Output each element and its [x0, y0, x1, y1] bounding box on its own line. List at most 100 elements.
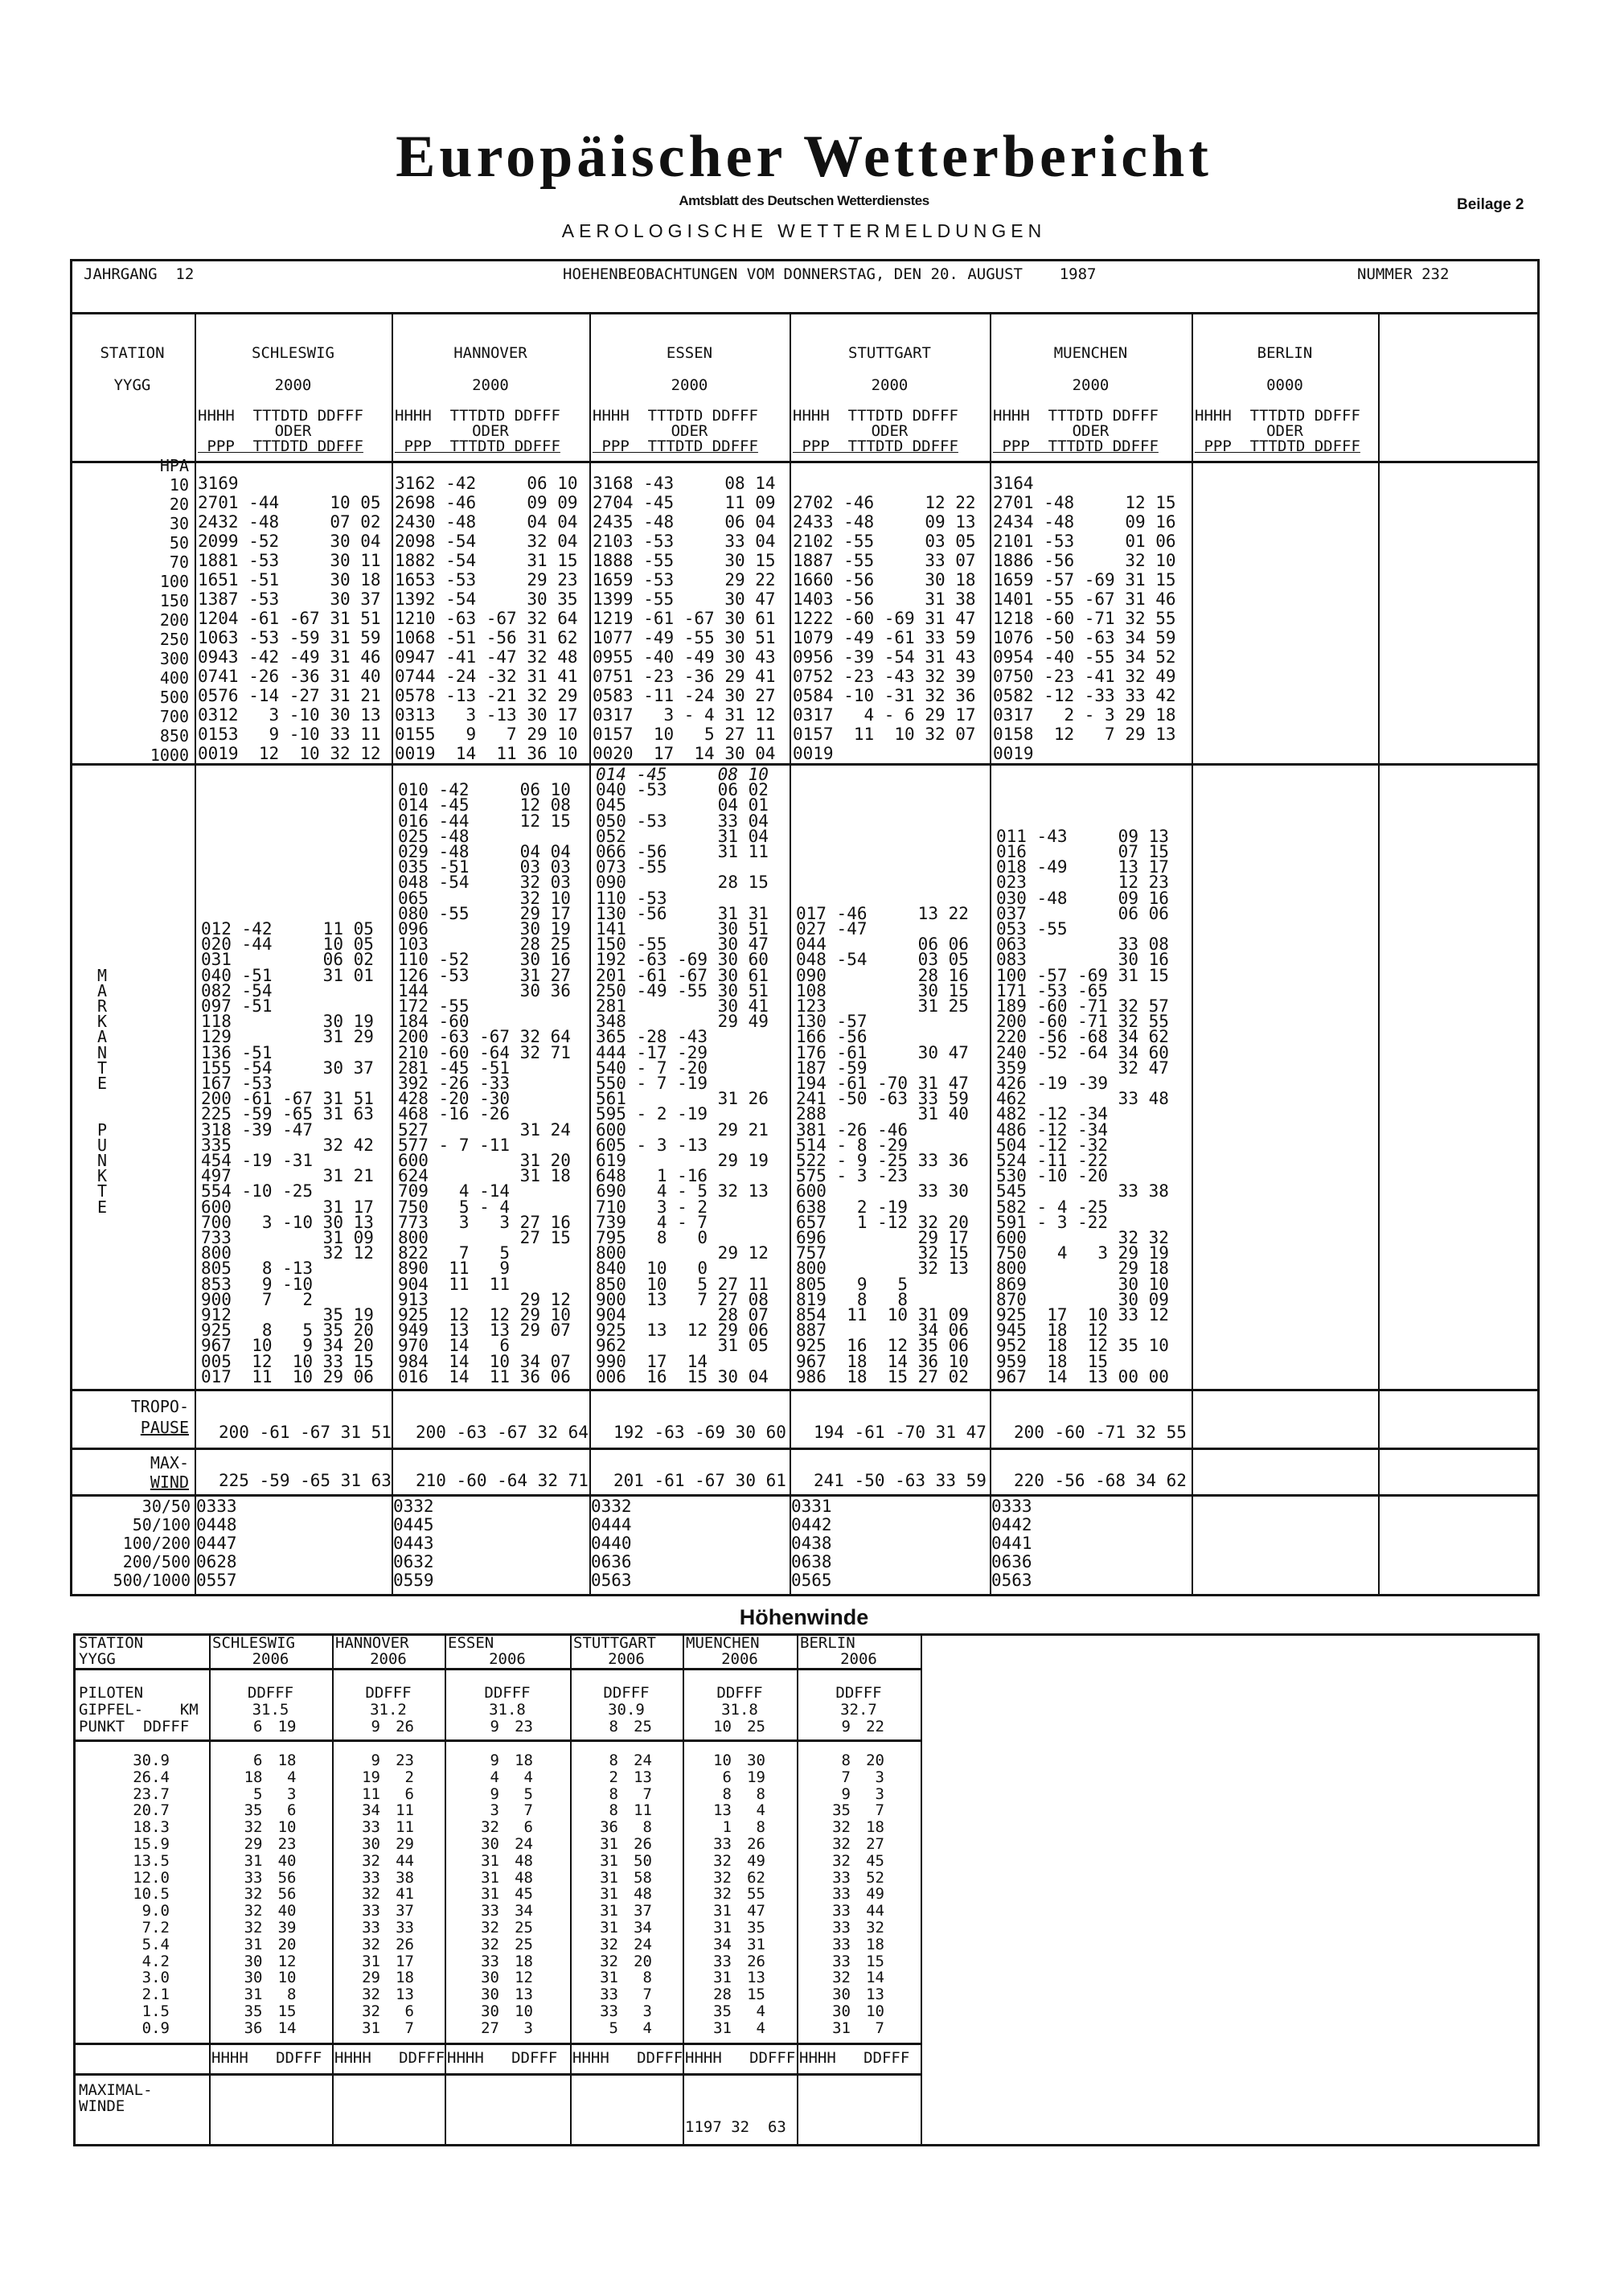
wind-direction-value: 32 [1125, 551, 1146, 570]
significant-level-row: 066 -56 31 11 [596, 844, 769, 860]
pressure-height-value: 1210 [395, 609, 436, 628]
temperature-value: 13 [646, 1321, 667, 1341]
wind-direction-value: 30 [717, 980, 738, 1000]
wind-speed-value: 13 [353, 1212, 374, 1232]
wind-speed-value: 23 [557, 570, 578, 589]
pressure-height-value: 365 [596, 1027, 626, 1047]
significant-level-row: 017 -46 13 22 [796, 905, 969, 922]
wind-speed: 11 [396, 1801, 414, 1820]
pressure-height-value: 757 [796, 1243, 827, 1263]
temperature-value: -54 [445, 532, 477, 551]
wind-direction-value: 30 [322, 1212, 343, 1232]
wind-direction-value: 30 [322, 1012, 343, 1032]
wind-direction-value: 31 [917, 1305, 938, 1325]
dewpoint-value: -19 [677, 1074, 708, 1093]
wind-speed-value: 19 [353, 1305, 374, 1325]
wind-speed-value: 10 [1155, 551, 1176, 570]
dewpoint-value: -11 [479, 1135, 511, 1155]
wind-direction: 31 [713, 1902, 732, 1920]
pressure-height-value: 184 [398, 1012, 429, 1032]
wind-direction: 32 [481, 1818, 499, 1837]
pressure-height-value: 800 [201, 1243, 232, 1263]
upper-winds-title: Höhenwinde [739, 1605, 869, 1629]
wind-speed: 26 [747, 1835, 765, 1853]
wind-speed: 11 [634, 1801, 652, 1820]
significant-level-row: 904 28 07 [596, 1307, 769, 1324]
height-km-label: 5.4 [142, 1935, 170, 1953]
pressure-height-value: 141 [596, 919, 626, 939]
temperature-value: - 7 [636, 1074, 667, 1093]
significant-level-row: 037 06 06 [996, 905, 1169, 922]
wind-speed-value: 12 [353, 1243, 374, 1263]
significant-level-row: 554 -10 -25 [201, 1183, 374, 1200]
dewpoint-value: -51 [479, 1058, 511, 1078]
significant-points-letter: P [96, 1119, 108, 1140]
wind-speed-value: 59 [955, 628, 976, 647]
temperature-value: -63 [654, 1423, 685, 1442]
pressure-height-value: 696 [796, 1228, 827, 1247]
dewpoint-value: -71 [1077, 996, 1109, 1016]
pressure-height-value: 220 [1014, 1471, 1044, 1490]
significant-level-row: 890 11 9 [398, 1260, 571, 1277]
wind-direction: 33 [362, 1868, 380, 1887]
significant-level-row: 869 30 10 [996, 1275, 1169, 1292]
wind-direction-value: 12 [1118, 873, 1138, 893]
dewpoint-value: 3 [1097, 1243, 1109, 1263]
significant-level-row: 129 31 29 [201, 1029, 374, 1045]
wind-speed: 41 [396, 1885, 414, 1904]
significant-level-row: 044 06 06 [796, 936, 969, 953]
pilot-label-1: PILOTEN [79, 1684, 144, 1702]
wind-direction-value: 28 [519, 934, 540, 955]
wind-direction-value: 30 [717, 934, 738, 955]
temperature-value: -61 [259, 1423, 290, 1442]
wind-speed-value: 49 [1155, 667, 1176, 686]
significant-level-row: 052 31 04 [596, 828, 769, 844]
temperature-value: 8 [856, 1289, 868, 1309]
mandatory-level-row [793, 474, 966, 492]
pressure-height-value: 962 [596, 1336, 626, 1356]
wind-speed: 26 [747, 1952, 765, 1970]
pressure-height-value: 1403 [793, 589, 834, 609]
pressure-height-value: 201 [613, 1471, 644, 1490]
significant-level-row: 462 33 48 [996, 1090, 1169, 1107]
pressure-height-value: 819 [796, 1289, 827, 1309]
row-divider [70, 312, 1540, 314]
significant-level-row: 600 31 17 [201, 1197, 374, 1217]
pressure-height-value: 016 [996, 842, 1027, 861]
pressure-height-value: 194 [796, 1074, 827, 1093]
temperature-value: -51 [445, 628, 477, 647]
pressure-height-value: 600 [996, 1228, 1027, 1247]
pressure-height-value: 504 [996, 1135, 1027, 1155]
temperature-value: -61 [643, 609, 675, 628]
mandatory-level-row: 1399 -55 30 47 [593, 590, 776, 608]
wind-speed-value: 16 [1148, 950, 1169, 970]
wind-direction: 33 [713, 1835, 732, 1853]
temperature-value: 13 [449, 1321, 470, 1341]
mandatory-level-row: 0317 4- 6 29 17 [793, 706, 976, 724]
pressure-level-label: 150 [159, 591, 189, 610]
significant-level-row: 005 12 10 33 15 [201, 1353, 374, 1370]
pressure-height-value: 600 [201, 1197, 232, 1217]
significant-level-row: 822 7 5 [398, 1245, 571, 1262]
wind-direction-value: 33 [1118, 1181, 1138, 1201]
publisher-subtitle: Amtsblatt des Deutschen Wetterdienstes [679, 193, 929, 208]
significant-level-row: 805 9 5 [796, 1275, 969, 1292]
pressure-height-value: 522 [796, 1151, 827, 1170]
pressure-height-value: 2701 [198, 493, 239, 512]
wind-speed-value: 47 [1148, 1058, 1169, 1078]
significant-level-row: 925 17 10 33 12 [996, 1307, 1169, 1324]
height-km-label: 30.9 [133, 1752, 170, 1769]
wind-speed: 34 [634, 1919, 652, 1937]
significant-level-row: 795 8 0 [596, 1230, 769, 1247]
significant-level-row: 575- 3 -23 [796, 1168, 969, 1185]
mandatory-level-row: 1079 -49 -61 33 59 [793, 629, 976, 647]
station-yygg: 2000 [871, 376, 909, 394]
temperature-value: -56 [1054, 1471, 1085, 1490]
mandatory-level-row: 0312 3 -10 30 13 [198, 706, 381, 724]
mandatory-level-row: 2434 -48 09 16 [993, 513, 1176, 531]
pressure-height-value: 577 [398, 1135, 429, 1155]
wind-direction-value: 32 [537, 1423, 558, 1442]
wind-speed: 3 [642, 2002, 652, 2020]
significant-level-row: 967 14 13 00 00 [996, 1368, 1169, 1385]
pressure-height-value: 171 [996, 980, 1027, 1000]
